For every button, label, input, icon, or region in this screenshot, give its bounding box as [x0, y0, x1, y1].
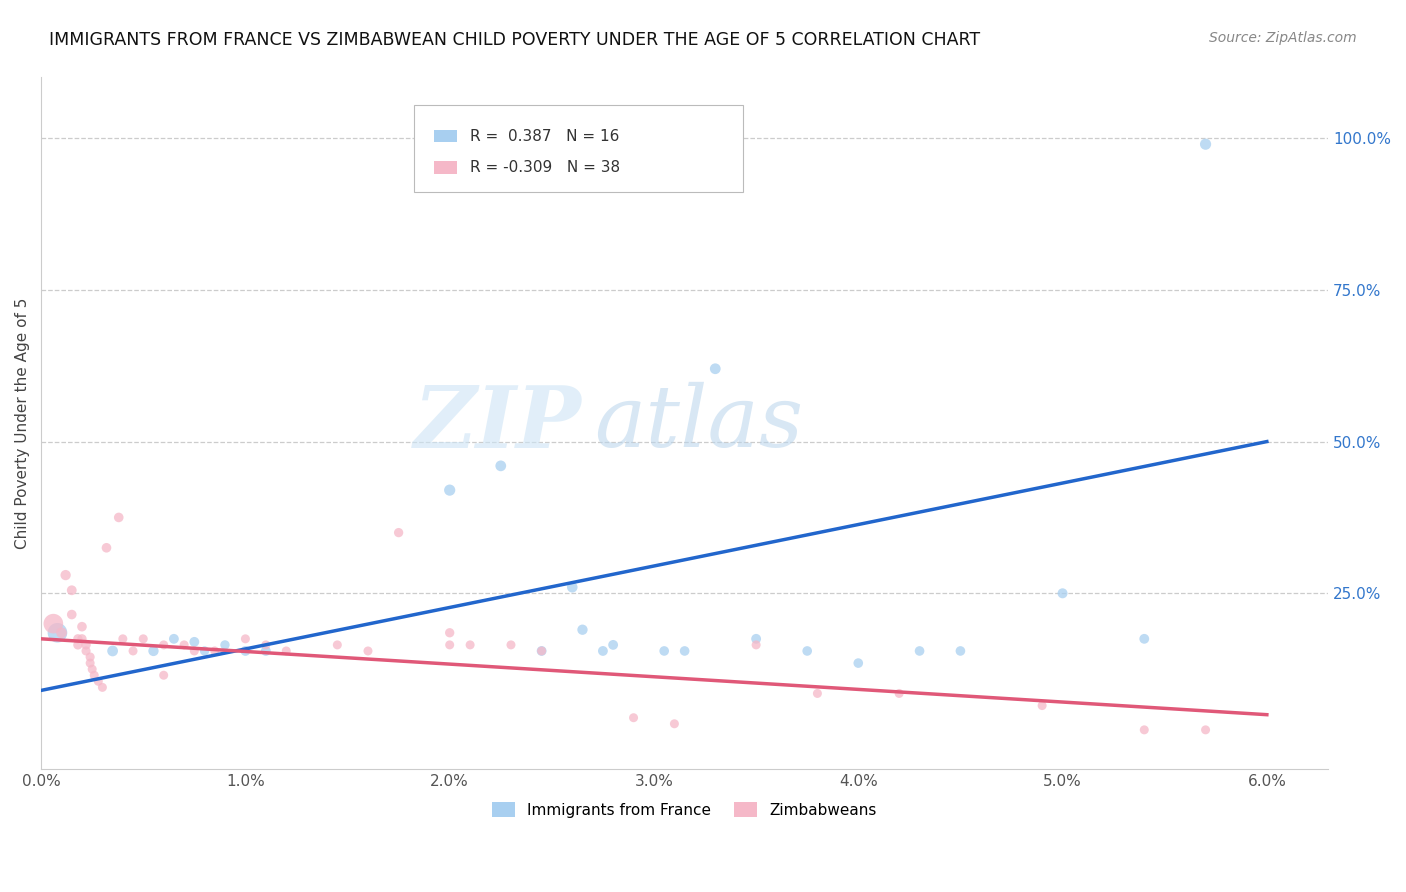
Point	[439, 483, 461, 497]
Point	[204, 644, 226, 658]
Point	[193, 644, 215, 658]
Point	[357, 644, 380, 658]
Point	[51, 625, 73, 640]
Point	[235, 632, 257, 646]
Point	[439, 638, 461, 652]
Point	[66, 632, 89, 646]
Point	[623, 711, 645, 725]
Text: R =  0.387   N = 16: R = 0.387 N = 16	[470, 128, 619, 144]
Point	[1031, 698, 1053, 713]
Point	[254, 638, 277, 652]
Point	[276, 644, 298, 658]
Point	[846, 656, 869, 670]
Point	[66, 638, 89, 652]
Point	[1133, 632, 1156, 646]
Point	[70, 632, 93, 646]
Point	[458, 638, 481, 652]
Point	[107, 510, 129, 524]
Text: atlas: atlas	[595, 382, 804, 465]
Point	[673, 644, 696, 658]
Point	[235, 644, 257, 658]
Text: R = -0.309   N = 38: R = -0.309 N = 38	[470, 160, 620, 175]
Point	[87, 674, 110, 689]
Point	[79, 656, 101, 670]
Point	[254, 644, 277, 658]
Point	[46, 625, 69, 640]
Point	[60, 607, 83, 622]
Point	[1194, 137, 1216, 152]
Point	[183, 635, 205, 649]
Point	[571, 623, 593, 637]
Point	[83, 668, 105, 682]
Point	[806, 686, 828, 700]
Point	[652, 644, 675, 658]
Point	[561, 580, 583, 594]
Point	[60, 583, 83, 598]
Point	[1052, 586, 1074, 600]
Point	[173, 638, 195, 652]
Point	[122, 644, 145, 658]
Point	[592, 644, 614, 658]
Point	[75, 644, 97, 658]
Point	[96, 541, 118, 555]
Point	[132, 632, 155, 646]
Y-axis label: Child Poverty Under the Age of 5: Child Poverty Under the Age of 5	[15, 298, 30, 549]
Text: ZIP: ZIP	[413, 382, 582, 465]
Point	[388, 525, 411, 540]
Point	[111, 632, 134, 646]
Point	[142, 644, 165, 658]
Point	[530, 644, 553, 658]
Point	[55, 568, 77, 582]
Point	[326, 638, 349, 652]
Point	[1194, 723, 1216, 737]
Point	[796, 644, 818, 658]
Point	[79, 650, 101, 665]
Text: Source: ZipAtlas.com: Source: ZipAtlas.com	[1209, 31, 1357, 45]
FancyBboxPatch shape	[415, 105, 742, 192]
Point	[214, 638, 236, 652]
Point	[101, 644, 124, 658]
FancyBboxPatch shape	[433, 161, 457, 174]
Text: IMMIGRANTS FROM FRANCE VS ZIMBABWEAN CHILD POVERTY UNDER THE AGE OF 5 CORRELATIO: IMMIGRANTS FROM FRANCE VS ZIMBABWEAN CHI…	[49, 31, 980, 49]
FancyBboxPatch shape	[433, 130, 457, 143]
Point	[745, 632, 768, 646]
Point	[908, 644, 931, 658]
Point	[70, 620, 93, 634]
Point	[664, 716, 686, 731]
Point	[152, 668, 174, 682]
Point	[82, 662, 104, 676]
Point	[489, 458, 512, 473]
Point	[91, 681, 114, 695]
Point	[439, 625, 461, 640]
Point	[949, 644, 972, 658]
Point	[42, 616, 65, 631]
Point	[704, 361, 727, 376]
Point	[152, 638, 174, 652]
Point	[1133, 723, 1156, 737]
Point	[530, 644, 553, 658]
Point	[887, 686, 910, 700]
Point	[75, 638, 97, 652]
Point	[499, 638, 522, 652]
Point	[745, 638, 768, 652]
Legend: Immigrants from France, Zimbabweans: Immigrants from France, Zimbabweans	[486, 796, 883, 824]
Point	[602, 638, 624, 652]
Point	[183, 644, 205, 658]
Point	[163, 632, 186, 646]
